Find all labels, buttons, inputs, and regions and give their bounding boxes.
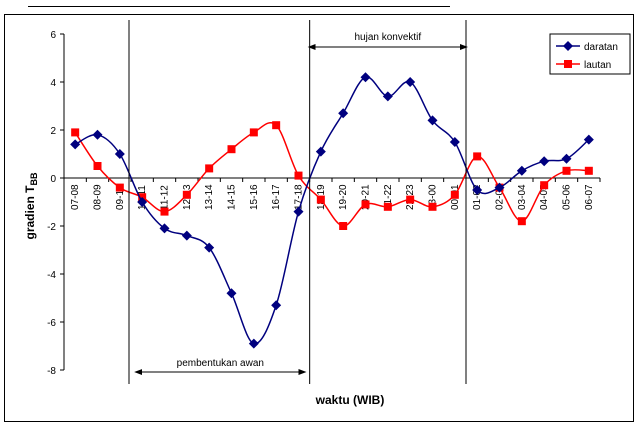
data-point-lautan (383, 202, 392, 211)
data-point-lautan (249, 128, 258, 137)
x-tick-label: 13-14 (204, 184, 215, 210)
data-point-lautan (584, 166, 593, 175)
data-point-daratan (583, 134, 594, 145)
data-point-daratan (70, 139, 81, 150)
data-point-lautan (562, 166, 571, 175)
data-point-lautan (428, 202, 437, 211)
x-tick-label: 06-07 (584, 184, 595, 210)
legend-label-lautan: lautan (584, 60, 611, 71)
annotation-label-convective-rain: hujan konvektif (354, 32, 421, 43)
data-point-daratan (405, 77, 416, 87)
y-tick-label: 0 (50, 174, 56, 185)
y-tick-label: -2 (47, 222, 56, 233)
legend-box (549, 33, 631, 75)
data-point-daratan (472, 185, 483, 195)
x-tick-label: 21-22 (383, 184, 394, 210)
x-axis-label: waktu (WIB) (315, 393, 385, 407)
data-point-lautan (115, 183, 124, 192)
data-point-daratan (114, 149, 125, 159)
y-axis-label-subscript: BB (29, 172, 39, 185)
x-tick-label: 07-08 (70, 184, 81, 210)
chart-frame (4, 14, 634, 422)
data-point-daratan (226, 288, 237, 299)
data-point-lautan (294, 171, 303, 180)
annotation-layer: pembentukan awan hujan konvektif (128, 20, 468, 384)
data-point-lautan (71, 128, 80, 137)
data-point-daratan (427, 115, 438, 126)
y-tick-label: -6 (47, 318, 56, 329)
x-tick-label: 04-05 (539, 184, 550, 210)
data-point-daratan (360, 72, 371, 83)
x-tick-label: 01-02 (472, 184, 483, 210)
header-rule (28, 6, 450, 7)
legend-marker-daratan (563, 41, 573, 51)
data-point-daratan (204, 242, 215, 253)
data-point-lautan (540, 181, 549, 190)
legend: daratan lautan (549, 33, 631, 75)
data-point-lautan (361, 200, 370, 209)
y-tick-label: 6 (50, 30, 56, 41)
data-point-daratan (338, 108, 349, 119)
x-tick-label: 08-09 (93, 184, 104, 210)
data-point-daratan (516, 165, 527, 176)
data-point-lautan (406, 195, 415, 204)
data-point-daratan (181, 230, 192, 241)
x-tick-label: 19-20 (338, 184, 349, 210)
data-point-lautan (227, 145, 236, 154)
y-tick-label: -4 (47, 270, 56, 281)
data-point-daratan (539, 156, 550, 167)
data-point-daratan (159, 223, 170, 234)
data-point-lautan (473, 152, 482, 161)
y-axis-label-main: gradien T (23, 185, 37, 240)
legend-label-daratan: daratan (584, 42, 618, 53)
annotation-label-cloud-formation: pembentukan awan (177, 358, 264, 369)
x-tick-label: 11-12 (160, 185, 171, 210)
x-tick-label: 14-15 (227, 184, 238, 210)
data-point-lautan (316, 195, 325, 204)
data-point-daratan (248, 338, 259, 349)
data-point-lautan (450, 190, 459, 199)
data-point-daratan (315, 146, 326, 157)
y-axis-label: gradien TBB (23, 172, 39, 240)
data-point-daratan (382, 91, 393, 102)
data-point-lautan (205, 164, 214, 173)
y-tick-label: -8 (47, 366, 56, 377)
x-tick-label: 02-03 (495, 184, 506, 210)
data-point-daratan (92, 129, 103, 140)
x-tick-label: 17-18 (294, 184, 305, 210)
data-point-daratan (494, 182, 505, 193)
data-point-daratan (137, 197, 148, 207)
data-point-lautan (272, 121, 281, 130)
series-line-lautan (74, 121, 589, 227)
data-point-daratan (293, 206, 304, 217)
series-layer (70, 72, 594, 349)
x-tick-label: 15-16 (249, 184, 260, 210)
x-tick-label: 09-10 (115, 184, 126, 210)
x-tick-label: 20-21 (361, 184, 372, 210)
y-tick-label: 2 (50, 126, 56, 137)
x-tick-label: 16-17 (271, 184, 282, 210)
x-tick-label: 03-04 (517, 184, 528, 210)
legend-marker-lautan (564, 60, 572, 68)
data-point-lautan (93, 162, 102, 170)
data-point-lautan (182, 190, 191, 199)
series-daratan (70, 72, 594, 349)
data-point-lautan (339, 222, 348, 230)
x-tick-label: 23-00 (428, 184, 439, 210)
data-point-lautan (160, 207, 169, 216)
data-point-daratan (449, 137, 460, 147)
x-tick-label: 05-06 (562, 184, 573, 210)
y-tick-label: 4 (50, 78, 56, 89)
data-point-daratan (561, 153, 572, 164)
data-point-lautan (517, 217, 526, 226)
data-point-daratan (271, 300, 282, 311)
